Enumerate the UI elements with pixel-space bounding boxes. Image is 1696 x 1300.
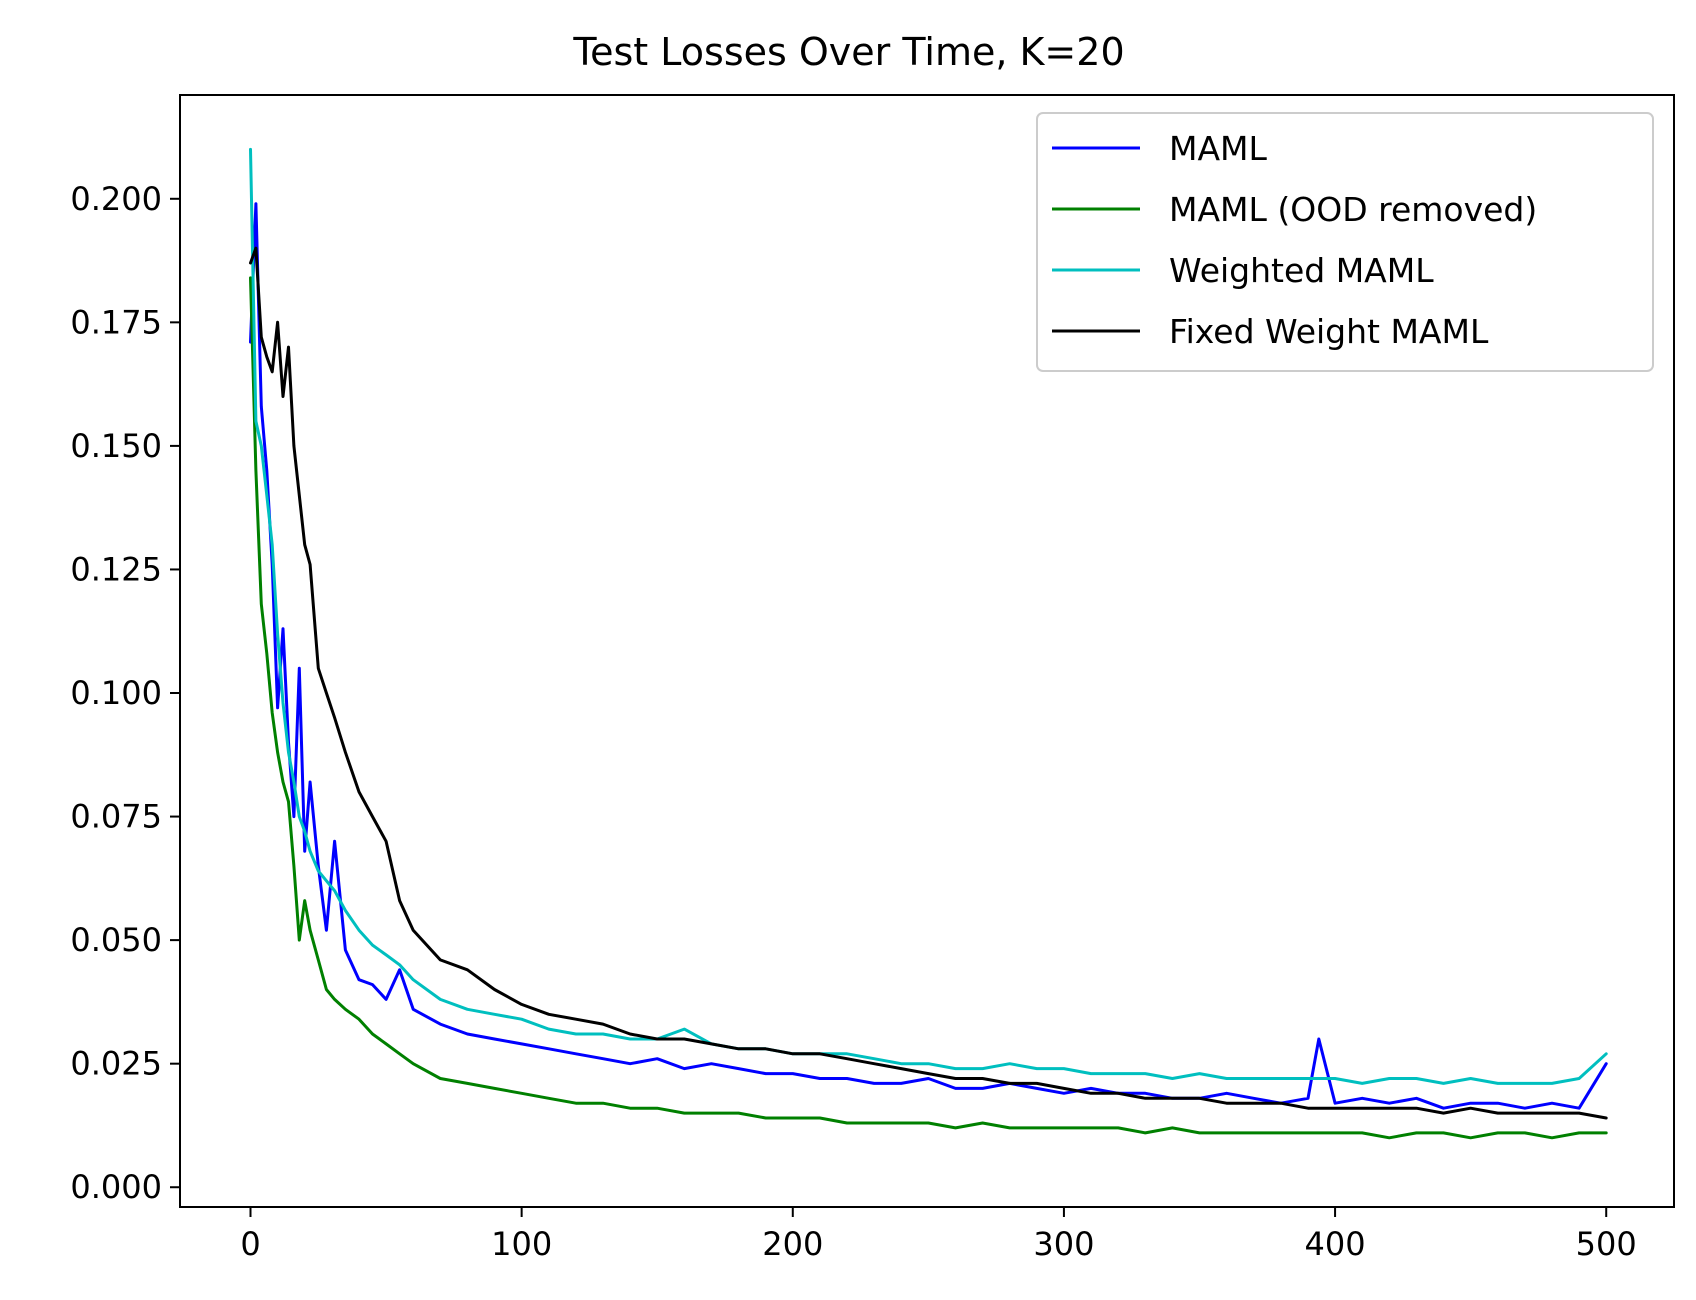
- y-tick-label: 0.000: [70, 1168, 162, 1206]
- y-tick-label: 0.025: [70, 1045, 162, 1083]
- y-tick-label: 0.050: [70, 921, 162, 959]
- legend-label-2: Weighted MAML: [1169, 251, 1434, 290]
- legend-label-1: MAML (OOD removed): [1169, 190, 1537, 229]
- series-line-0: [249, 202, 1608, 1110]
- x-tick-label: 300: [1033, 1225, 1094, 1263]
- x-tick-label: 200: [762, 1225, 823, 1263]
- series-layer: [249, 147, 1608, 1140]
- y-tick-label: 0.200: [70, 180, 162, 218]
- x-tick-label: 400: [1305, 1225, 1366, 1263]
- y-tick-label: 0.150: [70, 427, 162, 465]
- legend-box: [1036, 112, 1654, 372]
- x-tick-label: 100: [491, 1225, 552, 1263]
- chart-title: Test Losses Over Time, K=20: [572, 30, 1124, 74]
- y-tick-label: 0.175: [70, 303, 162, 341]
- legend-label-0: MAML: [1169, 129, 1268, 168]
- series-line-3: [249, 246, 1608, 1120]
- legend: MAML MAML (OOD removed) Weighted MAML Fixed…: [1036, 112, 1654, 372]
- x-axis: 0 100 200 300 400 500: [240, 1207, 1637, 1263]
- series-line-1: [249, 276, 1608, 1140]
- x-tick-label: 0: [240, 1225, 260, 1263]
- axes-frame: [179, 94, 1675, 1208]
- y-tick-label: 0.125: [70, 550, 162, 588]
- y-axis: 0.000 0.025 0.050 0.075 0.100 0.125 0.150 0.175…: [70, 180, 180, 1206]
- y-tick-label: 0.100: [70, 674, 162, 712]
- y-tick-label: 0.075: [70, 798, 162, 836]
- x-tick-label: 500: [1576, 1225, 1637, 1263]
- legend-label-3: Fixed Weight MAML: [1169, 312, 1489, 351]
